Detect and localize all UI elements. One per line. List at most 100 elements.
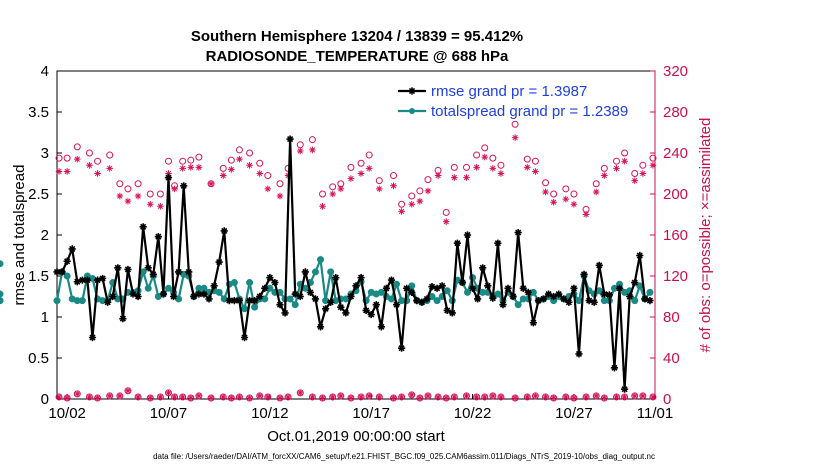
obs-assimilated-marker (481, 393, 489, 401)
y-tick-label: 4 (41, 63, 49, 80)
rmse-point (590, 298, 598, 306)
rmse-point (220, 227, 228, 235)
rmse-point (185, 268, 193, 276)
rmse-point (58, 268, 66, 276)
obs-possible-marker (592, 180, 600, 188)
obs-possible-marker (179, 157, 187, 165)
rmse-point (468, 284, 477, 292)
rmse-point (134, 292, 142, 301)
obs-possible-marker (600, 164, 608, 172)
obs-possible-marker (264, 172, 272, 180)
obs-assimilated-marker (236, 155, 243, 163)
obs-assimilated-marker (631, 177, 639, 184)
obs-assimilated-marker (416, 394, 424, 402)
y-tick-label: 2 (41, 227, 49, 244)
obs-assimilated-marker (523, 164, 531, 171)
obs-assimilated-marker (296, 147, 304, 155)
totalspread-point (327, 268, 335, 276)
totalspread-point (241, 305, 249, 313)
rmse-point (245, 297, 254, 305)
totalspread-point (631, 297, 639, 305)
obs-assimilated-marker (219, 393, 227, 401)
obs-assimilated-marker (631, 392, 639, 400)
obs-possible-marker (146, 190, 154, 198)
obs-assimilated-marker (276, 192, 284, 200)
rmse-point (580, 270, 588, 278)
rmse-point (286, 135, 294, 143)
rmse-point (575, 350, 583, 358)
rmse-point (296, 292, 304, 301)
obs-assimilated-marker (365, 165, 373, 172)
obs-assimilated-marker (219, 172, 227, 179)
rmse-point (164, 174, 173, 182)
obs-possible-marker (276, 180, 284, 188)
x-tick-label: 10/17 (352, 405, 390, 422)
totalspread-point (291, 301, 299, 309)
obs-assimilated-marker (171, 393, 178, 401)
obs-possible-marker (390, 172, 398, 180)
obs-assimilated-marker (55, 393, 63, 401)
obs-assimilated-marker (165, 170, 172, 177)
obs-possible-marker (416, 187, 424, 195)
rmse-point (631, 278, 639, 287)
y-right-tick-label: 80 (663, 309, 680, 326)
rmse-point (271, 278, 279, 287)
rmse-point (124, 265, 132, 274)
totalspread-point (387, 295, 395, 303)
rmse-point (139, 223, 147, 231)
obs-assimilated-marker (94, 170, 101, 177)
obs-possible-marker (227, 156, 235, 164)
obs-assimilated-marker (398, 393, 405, 401)
rmse-point (119, 315, 127, 323)
obs-assimilated-marker (228, 166, 235, 173)
obs-possible-marker (481, 144, 489, 152)
obs-possible-marker (398, 200, 406, 208)
obs-assimilated-marker (442, 218, 450, 225)
obs-possible-marker (649, 154, 657, 162)
obs-possible-marker (631, 170, 639, 177)
obs-possible-marker (497, 161, 505, 169)
rmse-point (235, 297, 244, 305)
obs-assimilated-marker (146, 200, 154, 208)
rmse-point (104, 298, 112, 306)
obs-assimilated-marker (442, 394, 450, 402)
rmse-point (63, 257, 71, 265)
obs-assimilated-marker (116, 392, 124, 400)
obs-possible-marker (235, 146, 243, 154)
rmse-point (626, 292, 634, 301)
totalspread-point (393, 280, 401, 288)
totalspread-point (63, 272, 71, 280)
obs-assimilated-marker (73, 155, 81, 163)
rmse-point (291, 290, 299, 298)
rmse-point (327, 298, 335, 306)
x-tick-label: 10/12 (251, 405, 289, 422)
rmse-point (448, 309, 456, 317)
obs-assimilated-marker (157, 393, 164, 401)
x-tick-label: 11/01 (637, 405, 673, 422)
rmse-point (620, 385, 629, 393)
obs-assimilated-marker (195, 392, 203, 400)
obs-assimilated-marker (390, 394, 397, 402)
obs-assimilated-marker (106, 165, 114, 172)
rmse-point (261, 284, 269, 292)
obs-assimilated-marker (124, 387, 132, 395)
rmse-point (114, 264, 122, 272)
obs-assimilated-marker (424, 392, 432, 400)
obs-assimilated-marker (134, 192, 142, 200)
rmse-point (200, 290, 208, 298)
totalspread-point (0, 290, 4, 298)
obs-possible-marker (523, 155, 531, 163)
obs-possible-marker (116, 180, 124, 188)
totalspread-point (164, 284, 172, 292)
y-right-tick-label: 160 (663, 227, 688, 244)
y-tick-label: 3.5 (28, 104, 49, 121)
obs-assimilated-marker (63, 394, 71, 402)
totalspread-point (215, 288, 223, 296)
totalspread-point (433, 297, 441, 305)
rmse-point (489, 294, 497, 302)
obs-possible-marker (55, 154, 63, 162)
obs-possible-marker (164, 157, 172, 165)
y-right-tick-label: 120 (663, 268, 688, 285)
obs-assimilated-marker (408, 200, 416, 208)
obs-possible-marker (531, 157, 539, 165)
